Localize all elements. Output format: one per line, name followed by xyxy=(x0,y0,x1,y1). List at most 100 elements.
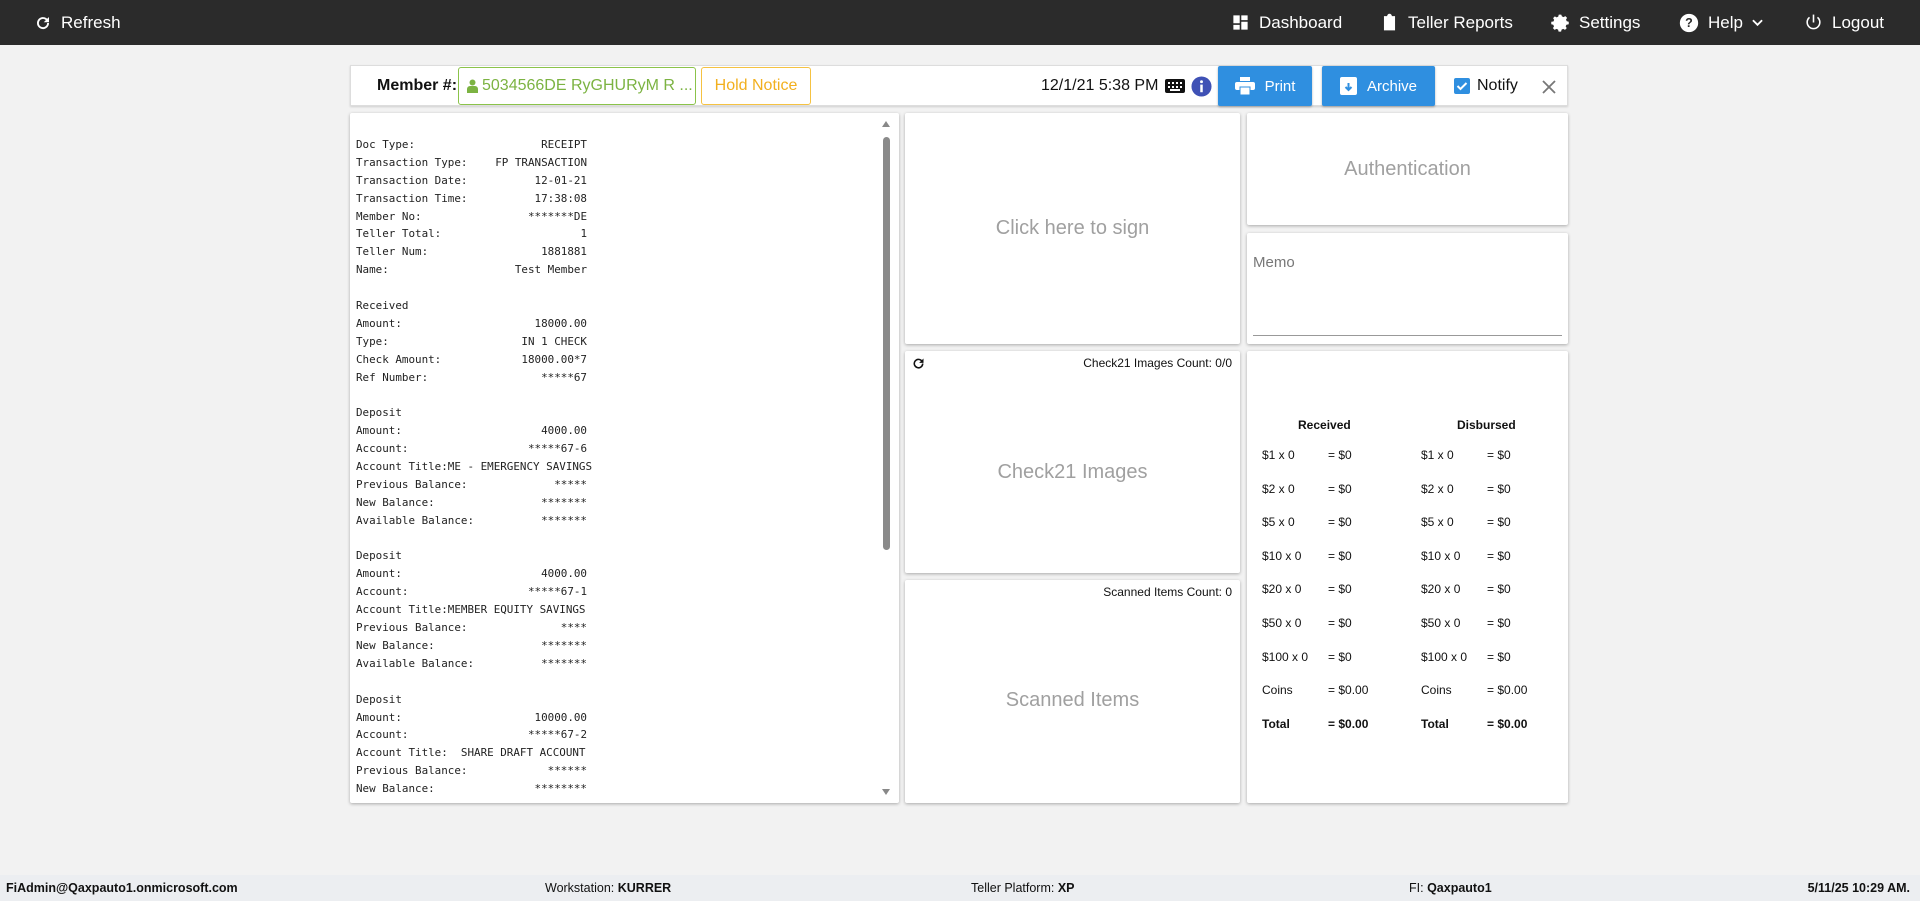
printer-icon xyxy=(1234,77,1255,95)
receipt-line: Doc Type: RECEIPT xyxy=(356,136,587,154)
receipt-line: Type: IN 1 CHECK xyxy=(356,333,587,351)
notify-checkbox[interactable]: Notify xyxy=(1454,77,1518,95)
receipt-line-label: Previous Balance: xyxy=(356,477,468,491)
received-denomination: $1 x 0 xyxy=(1262,448,1295,462)
footer-datetime: 5/11/25 10:29 AM. xyxy=(1807,881,1910,895)
receipt-line-value: 18000.00 xyxy=(534,316,587,330)
help-menu[interactable]: ? Help xyxy=(1679,0,1763,45)
disbursed-amount: = $0 xyxy=(1487,481,1511,496)
platform-value: XP xyxy=(1057,881,1075,895)
footer-user: FiAdmin@Qaxpauto1.onmicrosoft.com xyxy=(6,881,238,895)
dashboard-button[interactable]: Dashboard xyxy=(1231,0,1342,45)
workstation-value: KURRER xyxy=(617,881,672,895)
receipt-line-label: New Balance: xyxy=(356,638,435,652)
received-denomination: $50 x 0 xyxy=(1262,616,1302,630)
receipt-line-label: Account: xyxy=(356,728,409,742)
receipt-line: New Balance: ******** xyxy=(356,780,587,798)
received-denomination: $2 x 0 xyxy=(1262,481,1295,496)
print-label: Print xyxy=(1264,77,1296,95)
receipt-line-label: Deposit xyxy=(356,406,402,420)
receipt-line: Account Title:MEMBER EQUITY SAVINGS xyxy=(356,601,587,619)
receipt-line-value: *******DE xyxy=(527,209,587,223)
archive-icon xyxy=(1339,77,1357,95)
receipt-line-label: Doc Type: xyxy=(356,138,416,151)
memo-input[interactable]: Memo xyxy=(1253,254,1562,336)
refresh-button[interactable]: Refresh xyxy=(34,0,121,45)
logout-button[interactable]: Logout xyxy=(1804,0,1884,45)
transaction-datetime: 12/1/21 5:38 PM xyxy=(1041,77,1159,94)
disbursed-header: Disbursed xyxy=(1457,418,1516,432)
scroll-thumb[interactable] xyxy=(883,137,890,550)
disbursed-amount: = $0 xyxy=(1487,649,1511,664)
receipt-line: Available Balance: ******* xyxy=(356,655,587,673)
receipt-line: Name: Test Member xyxy=(356,261,587,279)
receipt-line-value: ***** xyxy=(554,477,587,491)
received-amount: = $0 xyxy=(1328,582,1352,597)
received-amount: = $0.00 xyxy=(1328,716,1369,731)
keyboard-icon[interactable] xyxy=(1165,79,1185,93)
top-nav: Refresh Dashboard Teller Reports Setting… xyxy=(0,0,1920,45)
close-icon[interactable] xyxy=(1542,80,1556,94)
receipt-line-value: ******* xyxy=(541,513,587,527)
receipt-line: Transaction Type: FP TRANSACTION xyxy=(356,154,587,172)
receipt-line-label: Deposit xyxy=(356,692,402,706)
print-button[interactable]: Print xyxy=(1218,66,1312,106)
receipt-line-label: Ref Number: xyxy=(356,370,429,384)
disbursed-amount: = $0 xyxy=(1487,515,1511,530)
authentication-panel[interactable]: Authentication xyxy=(1247,113,1568,225)
receipt-line: Account: *****67-2 xyxy=(356,726,587,744)
receipt-line: New Balance: ******* xyxy=(356,494,587,512)
clipboard-icon xyxy=(1383,13,1396,31)
hold-notice-button[interactable]: Hold Notice xyxy=(701,67,811,105)
receipt-line: Amount: 4000.00 xyxy=(356,422,587,440)
scroll-up-icon[interactable] xyxy=(882,121,890,127)
receipt-line-value: 4000.00 xyxy=(541,567,587,581)
member-field[interactable]: 5034566DE RyGHURyM R ... xyxy=(458,67,696,105)
chevron-down-icon xyxy=(1752,19,1763,26)
receipt-scrollbar[interactable] xyxy=(881,121,891,795)
archive-button[interactable]: Archive xyxy=(1322,66,1435,106)
disbursed-denomination: Coins xyxy=(1421,683,1452,698)
authentication-label: Authentication xyxy=(1344,158,1471,180)
receipt-line: Amount: 4000.00 xyxy=(356,565,587,583)
receipt-line-label: Previous Balance: xyxy=(356,764,468,778)
dashboard-icon xyxy=(1233,15,1248,30)
settings-label: Settings xyxy=(1579,12,1641,32)
disbursed-amount: = $0 xyxy=(1487,616,1511,630)
refresh-icon xyxy=(37,16,50,29)
receipt-line-label: Type: xyxy=(356,334,389,348)
power-icon xyxy=(1806,14,1821,30)
teller-reports-button[interactable]: Teller Reports xyxy=(1380,0,1513,45)
memo-panel: Memo xyxy=(1247,233,1568,344)
receipt-line: Available Balance: ******* xyxy=(356,512,587,530)
receipt-line-label: Amount: xyxy=(356,424,402,438)
received-amount: = $0 xyxy=(1328,548,1352,563)
signature-pad[interactable]: Click here to sign xyxy=(905,113,1240,344)
refresh-icon[interactable] xyxy=(911,356,926,371)
disbursed-denomination: Total xyxy=(1421,716,1449,731)
receipt-line xyxy=(356,386,587,404)
receipt-line-label: New Balance: xyxy=(356,782,435,796)
receipt-line-label: Previous Balance: xyxy=(356,621,468,635)
receipt-line-label: New Balance: xyxy=(356,495,435,509)
receipt-line-value: *****67 xyxy=(541,370,587,384)
disbursed-amount: = $0.00 xyxy=(1487,716,1528,731)
settings-button[interactable]: Settings xyxy=(1550,0,1640,45)
scroll-down-icon[interactable] xyxy=(882,789,890,795)
receipt-line: Amount: 18000.00 xyxy=(356,315,587,333)
scanned-items-panel: Scanned Items Count: 0 Scanned Items xyxy=(905,580,1240,803)
receipt-line: Previous Balance: ****** xyxy=(356,762,587,780)
receipt-line-value: FP TRANSACTION xyxy=(495,155,587,169)
receipt-line-value: 1 xyxy=(580,227,587,241)
receipt-line-label: Transaction Time: xyxy=(356,191,468,205)
receipt-line: Transaction Time: 17:38:08 xyxy=(356,190,587,208)
receipt-line-value: RECEIPT xyxy=(541,138,587,151)
scanned-items-count: Scanned Items Count: 0 xyxy=(1103,585,1232,599)
receipt-line-value: 10000.00 xyxy=(534,710,587,724)
receipt-line-label: Account: xyxy=(356,442,409,456)
receipt-line-label: Teller Num: xyxy=(356,245,429,259)
refresh-label: Refresh xyxy=(61,12,121,32)
receipt-line: Previous Balance: ***** xyxy=(356,476,587,494)
info-icon[interactable] xyxy=(1191,76,1212,97)
receipt-line-value: 12-01-21 xyxy=(534,173,587,187)
